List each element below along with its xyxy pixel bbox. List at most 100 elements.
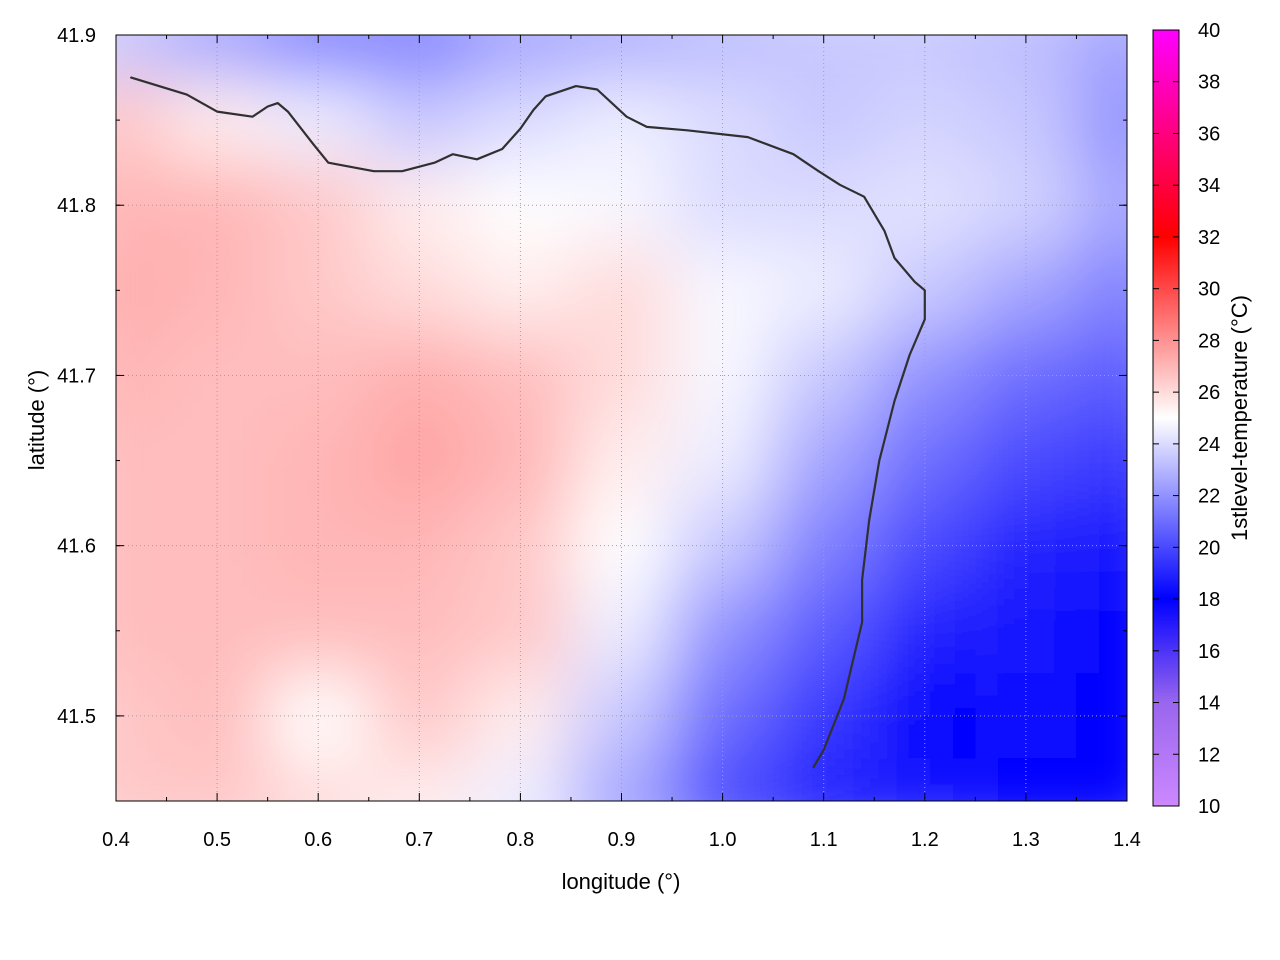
heatmap-cell [773, 418, 876, 505]
heatmap-cell [975, 418, 1078, 505]
heatmap-cell [672, 162, 775, 249]
colorbar-gradient [1152, 29, 1180, 807]
colorbar-tick-label: 34 [1198, 175, 1220, 197]
x-tick-label: 0.7 [405, 829, 433, 851]
heatmap-cell [975, 503, 1078, 590]
colorbar-tick-label: 30 [1198, 279, 1220, 301]
heatmap-cell [166, 247, 269, 334]
heatmap-cell [267, 673, 370, 760]
heatmap-cell [1076, 418, 1127, 505]
heatmap-cell [1076, 758, 1127, 801]
heatmap-cell [874, 418, 977, 505]
heatmap-cell [116, 35, 168, 79]
heatmap-cell [773, 247, 876, 334]
heatmap-cell [267, 503, 370, 590]
heatmap-cell [166, 673, 269, 760]
x-tick-label: 1.1 [810, 829, 838, 851]
y-tick-label: 41.9 [57, 25, 96, 47]
colorbar-tick-label: 12 [1198, 744, 1220, 766]
heatmap-cell [116, 418, 168, 505]
x-tick-label: 1.3 [1012, 829, 1040, 851]
plot-area [116, 35, 1127, 801]
y-tick-label: 41.5 [57, 706, 96, 728]
grid-lines [116, 35, 1127, 801]
heatmap-cell [874, 77, 977, 164]
heatmap-cell [975, 673, 1078, 760]
x-tick-label: 1.2 [911, 829, 939, 851]
colorbar-tick-label: 28 [1198, 330, 1220, 352]
heatmap-cell [672, 418, 775, 505]
heatmap-cell [116, 247, 168, 334]
colorbar-tick-label: 38 [1198, 72, 1220, 94]
colorbar-tick-label: 36 [1198, 123, 1220, 145]
heatmap-cell [672, 77, 775, 164]
heatmap-cell [368, 77, 471, 164]
heatmap-cell [469, 247, 572, 334]
heatmap-cell [570, 673, 674, 760]
heatmap-cell [469, 418, 572, 505]
x-tick-label: 1.0 [709, 829, 737, 851]
y-tick-label: 41.7 [57, 365, 96, 387]
x-tick-label: 0.4 [102, 829, 130, 851]
heatmap-cell [166, 418, 269, 505]
heatmap-cell [773, 77, 876, 164]
heatmap-cell [975, 77, 1078, 164]
heatmap-cell [166, 162, 269, 249]
colorbar-ticks: 10 12 14 16 18 20 22 24 26 28 30 32 34 36 38 40 [1153, 20, 1220, 818]
heatmap-cell [116, 588, 168, 675]
colorbar-tick-label: 40 [1198, 20, 1220, 42]
x-tick-label: 0.6 [304, 829, 332, 851]
heatmap-cell [368, 162, 471, 249]
x-tick-label: 0.9 [608, 829, 636, 851]
heatmap-cell [368, 503, 471, 590]
heatmap-cell [368, 247, 471, 334]
heatmap-cell [368, 418, 471, 505]
heatmap-cell [672, 247, 775, 334]
contour-lines [130, 76, 926, 769]
heatmap-cell [570, 247, 674, 334]
heatmap-cell [672, 673, 775, 760]
heatmap-cell [570, 77, 674, 164]
x-tick-label: 1.4 [1113, 829, 1141, 851]
colorbar-tick-label: 22 [1198, 486, 1220, 508]
y-axis-title: latitude (°) [24, 370, 49, 471]
colorbar-tick-label: 26 [1198, 382, 1220, 404]
colorbar-title: 1stlevel-temperature (°C) [1227, 295, 1252, 541]
heatmap-cell [267, 418, 370, 505]
heatmap-cell [116, 77, 168, 164]
heatmap-cell [874, 503, 977, 590]
heatmap-cell [1076, 77, 1127, 164]
heatmap-cell [469, 77, 572, 164]
contour-line [130, 76, 926, 769]
x-axis: 0.4 0.5 0.6 0.7 0.8 0.9 1.0 1.1 1.2 1.3 1.4 [102, 35, 1141, 851]
y-tick-label: 41.6 [57, 536, 96, 558]
colorbar-tick-label: 24 [1198, 434, 1220, 456]
colorbar-tick-label: 14 [1198, 693, 1220, 715]
colorbar-tick-label: 16 [1198, 641, 1220, 663]
heatmap-cell [1076, 35, 1127, 79]
heatmap-cell [975, 247, 1078, 334]
x-axis-title: longitude (°) [562, 869, 681, 894]
colorbar-tick-label: 18 [1198, 589, 1220, 611]
heatmap-cell [874, 162, 977, 249]
colorbar-tick-label: 20 [1198, 537, 1220, 559]
heatmap-cell [267, 247, 370, 334]
colorbar-tick-label: 10 [1198, 796, 1220, 818]
heatmap-cell [570, 418, 674, 505]
heatmap-cell [166, 77, 269, 164]
heatmap-cell [166, 503, 269, 590]
heatmap-cell [874, 673, 977, 760]
heatmap-cell [116, 758, 168, 801]
x-tick-label: 0.5 [203, 829, 231, 851]
heatmap-cell [672, 503, 775, 590]
y-tick-label: 41.8 [57, 195, 96, 217]
x-tick-label: 0.8 [506, 829, 534, 851]
heatmap-cell [1076, 588, 1127, 675]
colorbar: 10 12 14 16 18 20 22 24 26 28 30 32 34 36 38 40 1stleve… [1152, 20, 1252, 818]
heatmap-cell [570, 503, 674, 590]
heatmap-cells [116, 35, 1127, 801]
y-axis: 41.5 41.6 41.7 41.8 41.9 [57, 25, 1127, 802]
colorbar-tick-label: 32 [1198, 227, 1220, 249]
heatmap-cell [1076, 247, 1127, 334]
